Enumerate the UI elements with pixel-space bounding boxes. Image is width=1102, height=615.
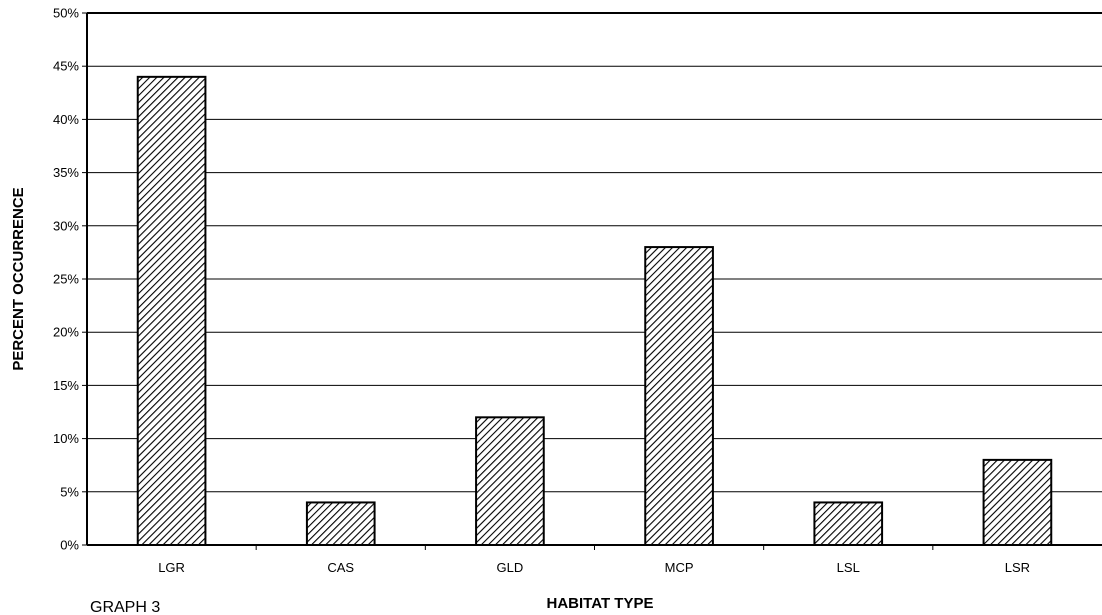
y-axis-title: PERCENT OCCURRENCE (10, 187, 27, 370)
bar-gld (475, 416, 545, 547)
axes (82, 12, 1102, 550)
y-tick-label: 20% (53, 325, 79, 340)
bar-cas (305, 501, 376, 547)
x-tick-label: LGR (158, 560, 185, 575)
y-tick-label: 35% (53, 165, 79, 180)
x-tick-label: MCP (665, 560, 694, 575)
y-tick-label: 45% (53, 59, 79, 74)
x-axis-title: HABITAT TYPE (547, 595, 654, 612)
y-tick-label: 30% (53, 218, 79, 233)
bars (136, 75, 1053, 547)
bar-lsl (813, 501, 884, 547)
x-tick-label: GLD (497, 560, 524, 575)
bar-lsr (982, 458, 1053, 547)
y-tick-label: 15% (53, 378, 79, 393)
gridlines (87, 12, 1102, 493)
x-tick-label: LSL (837, 560, 860, 575)
x-tick-label: LSR (1005, 560, 1030, 575)
y-tick-labels: 0% 5% 10% 15% 20% 25% 30% 35% 40% 45% 50% (53, 6, 79, 553)
bar-mcp (644, 246, 714, 547)
x-tick-label: CAS (327, 560, 354, 575)
y-tick-label: 10% (53, 431, 79, 446)
y-tick-label: 25% (53, 272, 79, 287)
graph-caption: GRAPH 3 (90, 599, 160, 615)
y-tick-label: 50% (53, 6, 79, 21)
x-tick-labels: LGR CAS GLD MCP LSL LSR (158, 560, 1030, 575)
y-tick-label: 5% (60, 484, 79, 499)
y-tick-label: 0% (60, 538, 79, 553)
bar-lgr (136, 75, 207, 546)
y-tick-label: 40% (53, 112, 79, 127)
